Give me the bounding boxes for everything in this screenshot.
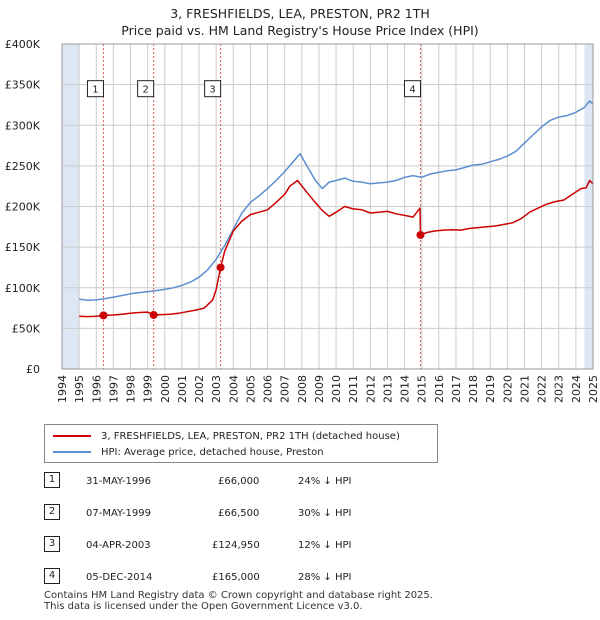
sale-point [216,263,225,272]
x-tick-label: 2018 [467,375,480,403]
sale-date: 07-MAY-1999 [86,508,152,519]
x-tick-label: 2005 [244,375,257,403]
x-tick-label: 2024 [570,375,583,403]
y-tick-label: £0 [26,363,40,376]
sale-marker-number: 2 [142,85,148,96]
legend-item-property: 3, FRESHFIELDS, LEA, PRESTON, PR2 1TH (d… [53,429,400,443]
chart-title: 3, FRESHFIELDS, LEA, PRESTON, PR2 1TH [170,6,430,21]
y-tick-label: £400K [5,38,41,51]
sale-number: 2 [44,504,60,520]
sale-point [416,230,425,239]
x-tick-label: 2021 [518,375,531,403]
y-tick-label: £200K [5,201,41,214]
x-tick-label: 1998 [125,375,138,403]
sale-number: 3 [44,536,60,552]
x-tick-label: 2025 [587,375,600,403]
y-tick-label: £100K [5,282,41,295]
sale-marker-box [86,80,104,98]
sale-marker-box [137,80,155,98]
legend-swatch-property [53,435,91,437]
price-chart: 1 2 3 4 £0 £50K £100K £150K £200K £250K £300K £350… [5,38,600,403]
legend-label-property: 3, FRESHFIELDS, LEA, PRESTON, PR2 1TH (d… [101,430,400,442]
sale-hpi-diff: 28% ↓ HPI [298,572,352,583]
x-tick-label: 2020 [501,375,514,403]
sale-point [149,310,158,319]
sale-hpi-diff: 30% ↓ HPI [298,508,352,519]
sale-price: £124,950 [212,540,260,551]
x-tick-label: 1994 [56,375,69,403]
x-tick-label: 2019 [484,375,497,403]
x-tick-label: 2010 [330,375,343,403]
x-tick-label: 2007 [279,375,292,403]
plot-frame [61,43,594,370]
sale-row: 4 05-DEC-2014 £165,000 28% ↓ HPI [44,568,464,588]
y-tick-label: £350K [5,79,41,92]
legend: 3, FRESHFIELDS, LEA, PRESTON, PR2 1TH (d… [44,424,438,463]
sale-price: £66,000 [218,476,260,487]
x-tick-label: 2006 [262,375,275,403]
x-tick-label: 2003 [210,375,223,403]
series-lines [78,100,594,318]
legend-swatch-hpi [53,451,91,453]
x-axis-labels: 1994 1995 1996 1997 1998 1999 2000 2001 2002 2003… [56,375,600,403]
sale-number: 4 [44,568,60,584]
sale-point [99,311,108,320]
legend-item-hpi: HPI: Average price, detached house, Pres… [53,445,324,459]
sale-hpi-diff: 12% ↓ HPI [298,540,352,551]
sale-marker-number: 3 [209,85,215,96]
sale-marker-labels: 1 2 3 4 [86,80,422,98]
sale-date: 04-APR-2003 [86,540,151,551]
legend-label-hpi: HPI: Average price, detached house, Pres… [101,446,324,458]
x-tick-label: 2022 [536,375,549,403]
sale-marker-number: 4 [409,85,415,96]
y-tick-label: £250K [5,160,41,173]
sale-marker-number: 1 [92,85,98,96]
footer-licence: This data is licensed under the Open Gov… [44,601,363,612]
sale-price: £66,500 [218,508,260,519]
x-tick-label: 2001 [176,375,189,403]
sale-row: 2 07-MAY-1999 £66,500 30% ↓ HPI [44,504,464,524]
x-tick-label: 2000 [159,375,172,403]
sale-number: 1 [44,472,60,488]
x-tick-label: 2016 [433,375,446,403]
sale-row: 3 04-APR-2003 £124,950 12% ↓ HPI [44,536,464,556]
x-tick-label: 2015 [416,375,429,403]
footer-copyright: Contains HM Land Registry data © Crown c… [44,590,433,601]
sale-date: 31-MAY-1996 [86,476,152,487]
y-axis-labels: £0 £50K £100K £150K £200K £250K £300K £350K £400… [5,38,41,376]
x-tick-label: 2004 [227,375,240,403]
x-tick-label: 2009 [313,375,326,403]
sale-hpi-diff: 24% ↓ HPI [298,476,352,487]
x-tick-label: 2013 [381,375,394,403]
x-tick-label: 2002 [193,375,206,403]
x-tick-label: 2023 [553,375,566,403]
series-line [78,100,594,302]
y-tick-label: £150K [5,241,41,254]
series-line [79,179,594,318]
y-tick-label: £50K [12,322,41,335]
x-tick-label: 2011 [347,375,360,403]
x-tick-label: 1996 [90,375,103,403]
sale-date: 05-DEC-2014 [86,572,153,583]
x-tick-label: 1995 [73,375,86,403]
x-tick-label: 1997 [107,375,120,403]
sale-marker-box [204,80,222,98]
footer: Contains HM Land Registry data © Crown c… [44,590,433,612]
x-tick-label: 2014 [399,375,412,403]
chart-subtitle: Price paid vs. HM Land Registry's House … [121,23,479,38]
sale-row: 1 31-MAY-1996 £66,000 24% ↓ HPI [44,472,464,492]
x-tick-label: 2012 [364,375,377,403]
x-tick-label: 1999 [142,375,155,403]
sale-marker-box [404,80,422,98]
x-tick-label: 2017 [450,375,463,403]
y-tick-label: £300K [5,119,41,132]
x-tick-label: 2008 [296,375,309,403]
sale-points [99,230,425,320]
sale-price: £165,000 [212,572,260,583]
